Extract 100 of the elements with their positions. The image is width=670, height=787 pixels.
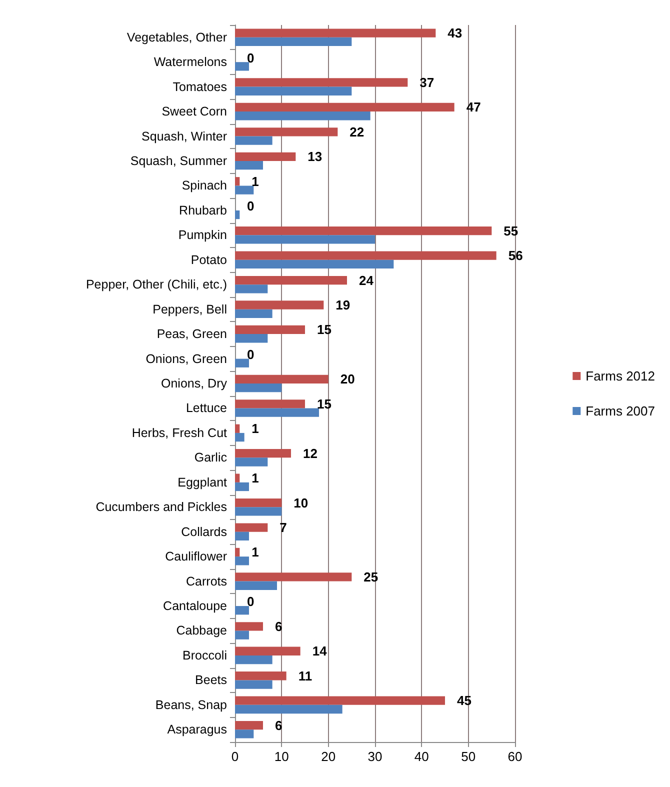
bar	[235, 482, 249, 492]
y-tick-label: Watermelons	[154, 55, 227, 70]
bar	[235, 226, 492, 236]
bar	[235, 424, 240, 433]
bar	[235, 28, 436, 38]
bar	[235, 300, 324, 310]
bar	[235, 260, 394, 269]
bar	[235, 177, 240, 186]
y-tick-label: Asparagus	[167, 722, 227, 737]
data-label: 55	[504, 223, 518, 238]
data-label: 1	[252, 470, 259, 486]
bar	[235, 606, 249, 615]
data-label: 37	[420, 74, 434, 90]
bar	[235, 384, 282, 392]
y-tick-label: Potato	[190, 252, 228, 267]
data-label: 15	[317, 322, 332, 338]
bar	[235, 186, 254, 194]
y-tick-label: Squash, Summer	[130, 154, 227, 168]
data-label: 10	[294, 495, 308, 510]
y-tick-label: Eggplant	[178, 475, 228, 490]
legend-label: Farms 2007	[586, 404, 656, 418]
data-label: 1	[252, 174, 259, 189]
y-tick-label: Vegetables, Other	[126, 30, 227, 44]
data-label: 19	[336, 298, 350, 312]
bar	[235, 334, 268, 343]
data-label: 13	[308, 149, 322, 164]
bar	[235, 325, 305, 334]
bar	[235, 548, 240, 557]
bar	[235, 581, 277, 590]
bar	[235, 235, 375, 244]
data-label: 47	[466, 100, 481, 115]
y-tick-label: Onions, Green	[146, 352, 228, 366]
data-label: 22	[350, 124, 364, 140]
y-tick-label: Pepper, Other (Chili, etc.)	[86, 278, 227, 292]
bar	[235, 532, 249, 540]
x-tick-label: 10	[274, 749, 289, 764]
bar	[235, 128, 338, 136]
y-tick-label: Spinach	[182, 178, 228, 193]
bar	[235, 251, 496, 260]
y-tick-label: Broccoli	[182, 648, 227, 662]
bar	[235, 102, 454, 112]
y-tick-label: Garlic	[194, 450, 227, 465]
bar	[235, 400, 305, 408]
y-tick-label: Pumpkin	[178, 228, 228, 242]
data-label: 6	[275, 618, 282, 634]
y-tick-label: Squash, Winter	[142, 129, 227, 144]
data-label: 0	[247, 594, 254, 610]
y-tick-label: Onions, Dry	[161, 376, 228, 390]
bar	[235, 556, 249, 566]
data-label: 1	[252, 421, 259, 436]
bar	[235, 704, 342, 714]
bar	[235, 680, 272, 689]
bar	[235, 276, 347, 285]
y-tick-label: Rhubarb	[179, 203, 228, 218]
x-tick-label: 0	[231, 749, 239, 764]
y-tick-label: Peas, Green	[156, 327, 228, 342]
data-label: 0	[247, 346, 254, 362]
bar	[235, 37, 352, 46]
bar	[235, 210, 240, 220]
bar	[235, 622, 263, 631]
bar	[235, 730, 254, 738]
y-tick-label: Cauliflower	[165, 550, 227, 564]
bar	[235, 358, 249, 368]
data-label: 14	[312, 644, 328, 659]
data-label: 0	[247, 50, 254, 66]
y-tick-label: Cantaloupe	[163, 599, 228, 614]
bar	[235, 646, 300, 656]
x-tick-label: 50	[461, 749, 476, 764]
bar	[235, 672, 286, 680]
x-tick-label: 20	[321, 749, 336, 764]
bar	[235, 720, 263, 730]
x-tick-label: 40	[414, 749, 429, 764]
x-tick-label: 30	[368, 749, 382, 764]
data-label: 56	[508, 248, 523, 264]
data-label: 43	[448, 26, 462, 41]
bar	[235, 630, 249, 640]
y-tick-label: Collards	[181, 524, 227, 539]
bar	[235, 86, 352, 96]
bar	[235, 655, 272, 664]
legend-label: Farms 2012	[586, 368, 656, 384]
data-label: 1	[252, 544, 259, 560]
bar	[235, 408, 319, 417]
bar	[235, 152, 296, 161]
data-label: 7	[280, 520, 287, 536]
bar	[235, 523, 268, 532]
y-tick-label: Carrots	[186, 574, 227, 588]
bar	[235, 374, 328, 384]
y-tick-label: Herbs, Fresh Cut	[132, 426, 228, 440]
bar	[235, 696, 445, 705]
data-label: 20	[340, 372, 355, 387]
y-tick-label: Tomatoes	[172, 80, 227, 94]
bar	[235, 449, 291, 458]
bar	[235, 309, 272, 318]
bar	[235, 432, 244, 442]
bar	[235, 62, 249, 71]
bar	[235, 78, 408, 87]
x-tick-label: 60	[508, 749, 522, 764]
data-label: 6	[275, 718, 282, 733]
y-tick-label: Sweet Corn	[162, 104, 228, 119]
y-tick-label: Cucumbers and Pickles	[96, 500, 227, 514]
